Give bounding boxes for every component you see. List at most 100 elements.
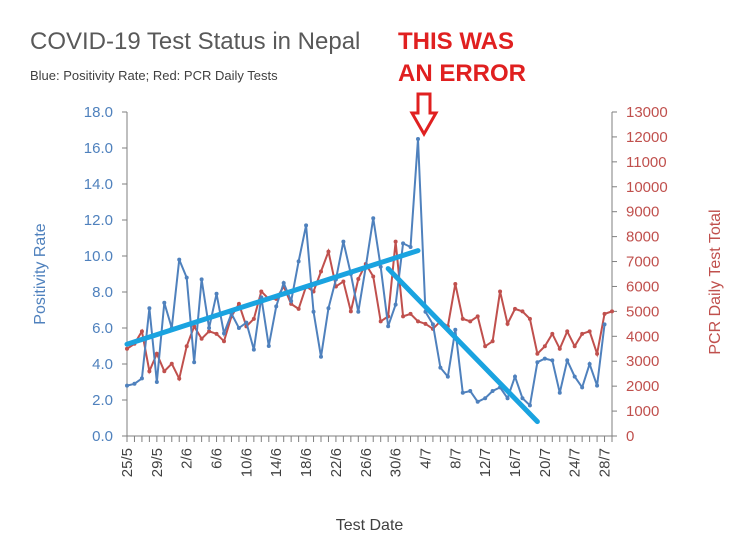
positivity-point	[184, 275, 189, 280]
positivity-point	[236, 326, 241, 330]
pcr-tests-point	[453, 281, 458, 286]
positivity-point	[542, 356, 547, 361]
x-tick-label: 6/6	[209, 448, 226, 469]
positivity-point	[266, 344, 271, 348]
left-tick-label: 8.0	[92, 284, 113, 301]
pcr-tests-point	[401, 314, 406, 319]
pcr-tests-point	[326, 249, 331, 254]
positivity-point	[125, 383, 129, 388]
pcr-tests-point	[416, 319, 420, 324]
x-tick-label: 29/5	[149, 448, 166, 477]
positivity-point	[527, 403, 532, 408]
right-tick-label: 7000	[626, 254, 659, 271]
positivity-point	[289, 299, 294, 303]
pcr-tests-point	[587, 329, 592, 334]
x-tick-label: 12/7	[477, 448, 494, 477]
positivity-point	[468, 389, 473, 393]
left-tick-label: 12.0	[84, 212, 113, 229]
positivity-point	[251, 347, 256, 352]
positivity-point	[319, 354, 323, 359]
left-tick-label: 6.0	[92, 320, 113, 337]
positivity-point	[154, 380, 159, 384]
positivity-point	[430, 322, 435, 327]
x-tick-label: 30/6	[388, 448, 405, 477]
positivity-point	[460, 390, 465, 395]
x-tick-label: 18/6	[298, 448, 315, 477]
positivity-point	[304, 223, 309, 228]
pcr-tests-point	[468, 319, 473, 324]
pcr-tests-point	[207, 329, 212, 334]
pcr-tests-point	[595, 351, 600, 356]
pcr-tests-point	[222, 339, 226, 344]
pcr-tests-point	[341, 279, 346, 284]
pcr-tests-point	[296, 306, 301, 311]
pcr-tests-point	[572, 344, 577, 349]
positivity-point	[214, 291, 219, 296]
positivity-point	[356, 309, 361, 314]
pcr-tests-point	[535, 351, 540, 356]
positivity-point	[341, 239, 346, 244]
positivity-point	[572, 374, 577, 379]
right-axis-title: PCR Daily Test Total	[707, 209, 724, 354]
pcr-tests-point	[393, 239, 398, 244]
pcr-tests-point	[289, 301, 294, 306]
positivity-point	[401, 241, 406, 246]
positivity-point	[371, 216, 376, 221]
right-tick-label: 2000	[626, 378, 659, 395]
pcr-tests-point	[259, 289, 264, 294]
left-tick-label: 4.0	[92, 356, 113, 373]
pcr-tests-point	[520, 309, 525, 314]
positivity-point	[505, 396, 510, 401]
x-tick-label: 4/7	[417, 448, 434, 469]
trend-line-up	[124, 248, 421, 347]
pcr-tests-point	[236, 301, 241, 306]
positivity-point	[550, 358, 555, 363]
positivity-point	[147, 306, 152, 311]
x-tick-label: 24/7	[567, 448, 584, 477]
down-arrow-icon	[409, 92, 439, 138]
positivity-series	[125, 137, 607, 408]
pcr-tests-point	[169, 361, 174, 366]
pcr-tests-point	[378, 319, 383, 324]
pcr-tests-point	[565, 329, 570, 334]
positivity-point	[513, 374, 517, 379]
pcr-tests-point	[423, 321, 428, 326]
pcr-tests-point	[177, 376, 182, 381]
positivity-point	[445, 374, 450, 379]
pcr-tests-point	[513, 306, 517, 311]
right-tick-label: 12000	[626, 129, 668, 146]
positivity-point	[378, 264, 383, 269]
positivity-point	[557, 390, 562, 395]
pcr-tests-point	[490, 339, 495, 344]
pcr-tests-point	[475, 314, 480, 319]
pcr-tests-point	[214, 331, 219, 336]
trend-lines	[124, 248, 540, 425]
right-tick-label: 8000	[626, 229, 659, 246]
positivity-point	[199, 277, 204, 282]
pcr-tests-point	[602, 311, 607, 316]
axis-labels: 0.0 2.0 4.0 6.0 8.0 10.0 12.0 14.0 16.0 18.0 0 1000…	[32, 104, 724, 534]
x-tick-label: 16/7	[507, 448, 524, 477]
positivity-point	[475, 399, 480, 404]
x-tick-label: 2/6	[179, 448, 196, 469]
x-axis-title: Test Date	[336, 517, 404, 534]
right-tick-label: 6000	[626, 278, 659, 295]
left-tick-label: 14.0	[84, 176, 113, 193]
right-tick-label: 13000	[626, 104, 668, 121]
positivity-line	[126, 138, 606, 408]
positivity-point	[177, 257, 182, 262]
right-tick-label: 10000	[626, 179, 668, 196]
positivity-point	[274, 304, 279, 309]
pcr-tests-point	[356, 276, 361, 281]
left-tick-label: 2.0	[92, 392, 113, 409]
positivity-point	[483, 396, 488, 401]
left-tick-label: 0.0	[92, 428, 113, 445]
positivity-point	[535, 360, 540, 365]
axes	[122, 111, 617, 442]
positivity-point	[408, 245, 413, 249]
positivity-point	[281, 281, 286, 285]
positivity-point	[386, 324, 391, 329]
left-tick-label: 10.0	[84, 248, 113, 265]
pcr-tests-point	[557, 346, 562, 351]
pcr-tests-point	[610, 309, 614, 314]
